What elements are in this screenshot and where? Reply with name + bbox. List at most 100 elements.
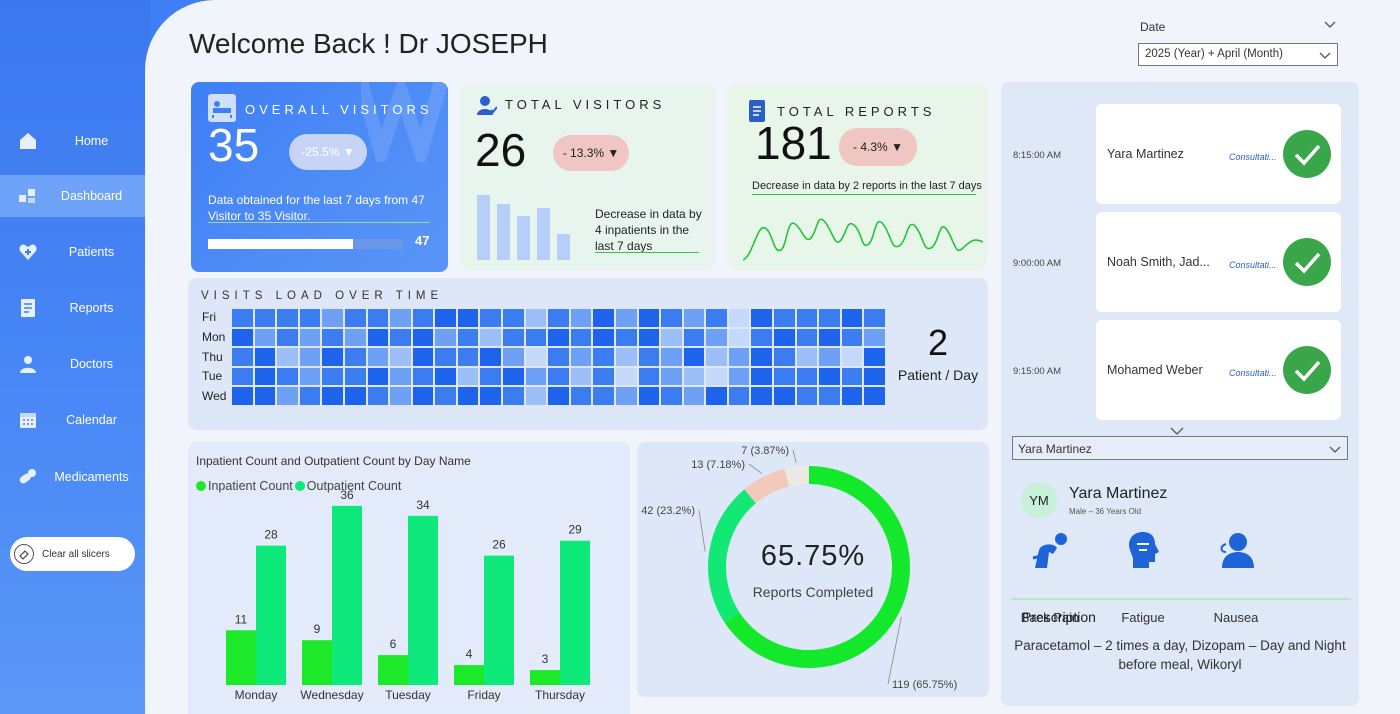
calendar-icon [20,413,36,428]
heatmap-cell [751,367,773,386]
user-icon [477,96,497,115]
heatmap-cell [638,387,660,405]
sidebar-item-patients[interactable]: Patients [0,231,145,273]
date-slicer-dropdown[interactable]: 2025 (Year) + April (Month) [1138,43,1338,66]
heatmap-cell [774,348,795,366]
sidebar-item-medicaments[interactable]: Medicaments [0,456,145,498]
patient-select[interactable]: Yara Martinez [1012,436,1348,460]
home-icon [20,133,36,149]
appointment-card[interactable]: Mohamed Weber Consultati... [1096,320,1341,420]
x-tick-label: Monday [235,688,278,702]
leader-line [887,616,902,685]
bar-inpatient[interactable] [378,655,408,685]
heatmap-cell [232,387,253,405]
appointment-card[interactable]: Yara Martinez Consultati... [1096,104,1341,204]
heatmap-cell [751,309,773,327]
bar-outpatient[interactable] [332,505,362,685]
heatmap-cell [683,328,705,347]
heatmap-cell [819,387,840,405]
heatmap-cell [322,367,343,386]
heatmap-cell [254,387,276,405]
bar-outpatient[interactable] [408,515,438,685]
donut-data-label: 13 (7.18%) [691,459,745,471]
sidebar-item-doctors[interactable]: Doctors [0,343,145,385]
bar-outpatient[interactable] [256,545,286,685]
appointments-panel: 8:15:00 AM Yara Martinez Consultati... 9… [1001,82,1359,706]
heatmap-cell [344,328,366,347]
document-icon [749,100,765,122]
eraser-icon [14,544,34,564]
heatmap-cell [615,309,637,327]
heatmap-row-label: Wed [202,389,227,404]
donut-slice[interactable] [708,489,756,623]
bar-inpatient[interactable] [226,630,256,685]
pills-icon [19,469,36,484]
heatmap-grid [231,308,886,406]
heatmap-cell [706,328,727,347]
heatmap-cell [525,387,547,405]
heatmap-cell [774,328,795,347]
heatmap-cell [638,367,660,386]
overall-visitors-card: OVERALL VISITORS 35 -25.5% ▼ Data obtain… [191,82,448,272]
heatmap-cell [841,387,863,405]
heatmap-cell [254,328,276,347]
avatar: YM [1021,482,1057,518]
heatmap-row-label: Tue [202,369,223,384]
chevron-down-icon[interactable] [1169,426,1185,436]
progress-track [208,239,403,249]
heatmap-cell [232,328,253,347]
heatmap-cell [796,367,818,386]
heatmap-cell [638,309,660,327]
heatmap-cell [864,387,885,405]
bar-data-label: 6 [390,637,397,651]
bar-chart: 11 28 Monday 9 36 Wednesday 6 34 Tuesday 4 26 Frida… [226,488,590,702]
back-pain-icon [1032,533,1067,568]
bar-inpatient[interactable] [454,665,484,685]
heatmap-cell [570,348,592,366]
sidebar-item-label: Calendar [66,413,117,427]
heatmap-cell [277,367,298,386]
sidebar-item-calendar[interactable]: Calendar [0,399,145,441]
kpi-title: TOTAL VISITORS [505,97,666,112]
sidebar-item-dashboard[interactable]: Dashboard [0,175,145,217]
heatmap-cell [299,328,321,347]
heatmap-cell [503,309,524,327]
x-tick-label: Thursday [535,688,585,702]
chevron-down-icon[interactable] [1323,18,1337,32]
donut-chart: 119 (65.75%) 42 (23.2%) 13 (7.18%) 7 (3.87%… [641,445,957,691]
donut-data-label: 119 (65.75%) [892,679,957,691]
sidebar-item-label: Medicaments [54,470,129,484]
heatmap-cell [706,348,727,366]
heatmap-cell [751,387,773,405]
heatmap-cell [390,309,411,327]
appointment-card[interactable]: Noah Smith, Jad... Consultati... [1096,212,1341,312]
bar-outpatient[interactable] [560,540,590,685]
sidebar-item-home[interactable]: Home [0,120,145,162]
bar-data-label: 9 [314,622,321,636]
appointment-type: Consultati... [1229,152,1277,162]
heatmap-cell [480,387,502,405]
heatmap-cell [661,328,682,347]
heatmap-cell [322,309,343,327]
kpi-value: 35 [208,119,260,171]
donut-slice[interactable] [784,466,809,487]
bar-outpatient[interactable] [484,555,514,685]
bar-data-label: 29 [568,523,582,537]
sidebar-item-label: Dashboard [60,189,123,203]
heatmap-cell [593,367,614,386]
sidebar-item-reports[interactable]: Reports [0,287,145,329]
heatmap-cell [751,348,773,366]
heatmap-cell [344,348,366,366]
chevron-down-icon [1329,446,1341,453]
bar-inpatient[interactable] [530,670,560,685]
bar-inpatient[interactable] [302,640,332,685]
clear-slicers-button[interactable]: Clear all slicers [10,537,135,571]
heatmap-cell [367,387,389,405]
heatmap-cell [457,348,479,366]
heatmap-unit: Patient / Day [897,367,979,383]
donut-slice[interactable] [744,468,790,504]
heatmap-cell [774,387,795,405]
heatmap-cell [661,348,682,366]
x-tick-label: Friday [467,688,500,702]
heatmap-cell [728,348,750,366]
